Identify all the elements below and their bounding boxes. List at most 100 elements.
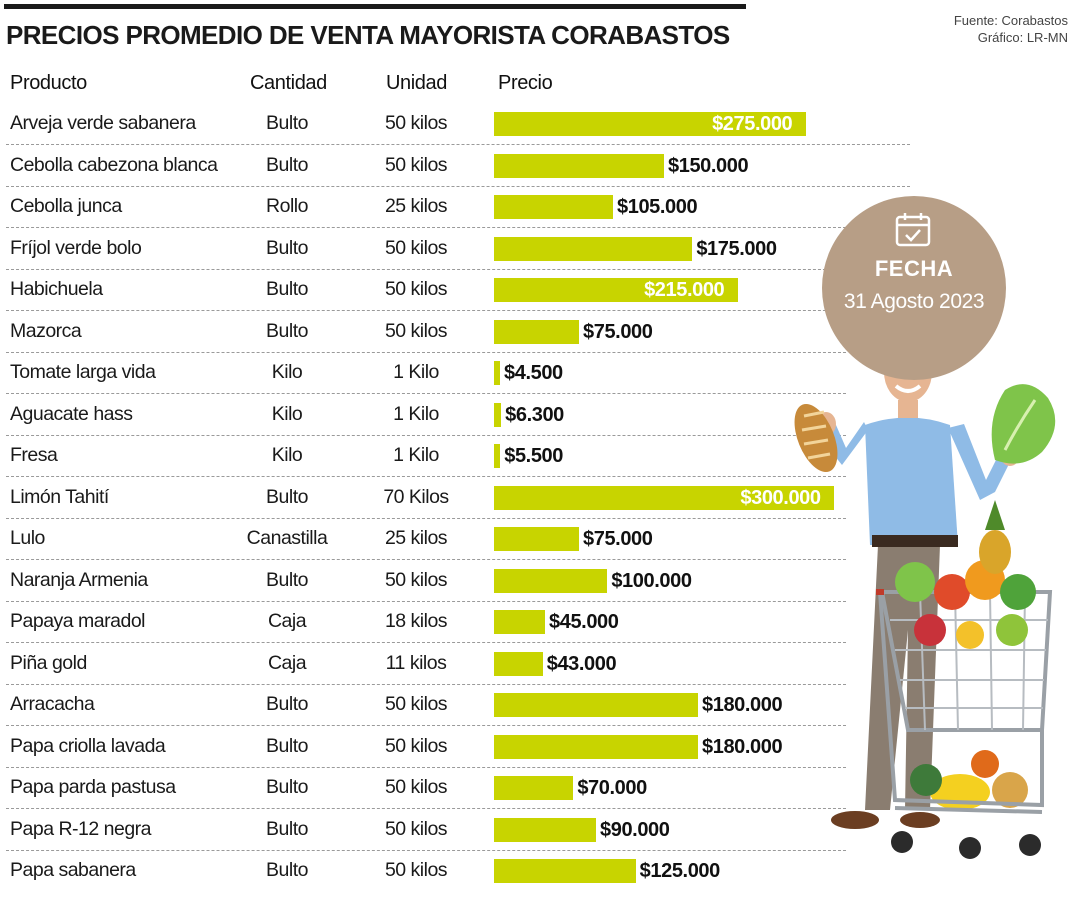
product-name: Mazorca <box>10 319 82 342</box>
product-unit: 50 kilos <box>384 693 448 715</box>
price-label: $4.500 <box>504 362 563 384</box>
product-unit: 70 Kilos <box>383 485 449 508</box>
row-divider <box>6 766 846 768</box>
table-row: Fríjol verde bolo Bulto 50 kilos $175.000 <box>0 229 1080 271</box>
price-bar <box>494 651 543 676</box>
row-divider <box>6 600 846 602</box>
product-unit: 50 kilos <box>384 278 448 300</box>
price-bar <box>494 485 834 510</box>
row-divider <box>6 310 846 311</box>
table-row: Habichuela Bulto 50 kilos $215.000 <box>0 270 1080 312</box>
product-unit: 50 kilos <box>384 776 448 798</box>
product-name: Aguacate hass <box>10 402 133 425</box>
price-bar <box>494 776 574 800</box>
price-bar <box>494 527 579 551</box>
price-bar <box>494 859 636 883</box>
product-quantity: Bulto <box>266 319 308 342</box>
product-name: Fríjol verde bolo <box>10 236 142 259</box>
table-row: Arveja verde sabanera Bulto 50 kilos $275.0… <box>0 104 1080 146</box>
product-quantity: Canastilla <box>246 527 328 549</box>
product-name: Habichuela <box>10 278 103 300</box>
product-name: Cebolla junca <box>10 195 122 217</box>
chart-title: PRECIOS PROMEDIO DE VENTA MAYORISTA CORA… <box>6 20 730 50</box>
price-label: $75.000 <box>583 320 653 343</box>
product-name: Lulo <box>10 527 45 549</box>
table-row: Papaya maradol Caja 18 kilos $45.000 <box>0 602 1080 644</box>
product-unit: 1 Kilo <box>393 444 439 466</box>
price-bar <box>494 361 500 385</box>
row-divider <box>6 268 846 270</box>
badge-label: FECHA <box>874 256 954 281</box>
column-header-producto: Producto <box>10 72 87 94</box>
row-divider <box>6 185 910 187</box>
product-quantity: Bulto <box>266 153 308 176</box>
calendar-check-icon <box>895 213 931 247</box>
row-divider <box>6 227 846 228</box>
product-quantity: Kilo <box>271 444 303 466</box>
product-unit: 11 kilos <box>385 651 447 674</box>
price-label: $70.000 <box>577 777 647 799</box>
product-unit: 50 kilos <box>384 319 448 342</box>
price-label: $150.000 <box>668 154 749 177</box>
table-row: Mazorca Bulto 50 kilos $75.000 <box>0 312 1080 354</box>
product-quantity: Bulto <box>266 734 308 757</box>
badge-date: 31 Agosto 2023 <box>843 290 985 313</box>
row-divider <box>6 683 846 685</box>
product-quantity: Kilo <box>271 361 303 383</box>
shopper-illustration <box>794 338 1056 859</box>
product-unit: 50 kilos <box>384 568 448 591</box>
price-label: $275.000 <box>712 113 793 135</box>
price-bar <box>494 319 579 344</box>
price-label: $100.000 <box>611 569 692 592</box>
product-name: Papa criolla lavada <box>10 734 166 757</box>
row-divider <box>6 808 846 809</box>
price-label: $90.000 <box>600 818 670 841</box>
row-divider <box>6 144 910 145</box>
price-label: $180.000 <box>702 694 783 716</box>
price-label: $180.000 <box>702 735 783 758</box>
product-unit: 1 Kilo <box>393 361 439 383</box>
price-bar <box>494 153 664 178</box>
product-unit: 50 kilos <box>384 859 448 881</box>
price-label: $5.500 <box>504 445 563 467</box>
price-label: $6.300 <box>505 403 564 426</box>
row-divider <box>6 351 846 353</box>
price-bar <box>494 817 596 842</box>
row-divider <box>6 476 846 477</box>
date-badge: FECHA 31 Agosto 2023 <box>822 196 1006 380</box>
table-row: Papa R-12 negra Bulto 50 kilos $90.000 <box>0 810 1080 852</box>
table-row: Tomate larga vida Kilo 1 Kilo $4.500 <box>0 353 1080 395</box>
product-unit: 18 kilos <box>384 610 448 632</box>
product-name: Papa sabanera <box>10 859 136 881</box>
product-name: Limón Tahití <box>10 485 109 508</box>
price-bar <box>494 112 806 136</box>
product-name: Arveja verde sabanera <box>10 112 196 134</box>
product-quantity: Bulto <box>266 278 308 300</box>
product-unit: 25 kilos <box>384 195 448 217</box>
column-header-unidad: Unidad <box>386 72 447 94</box>
table-row: Limón Tahití Bulto 70 Kilos $300.000 <box>0 478 1080 520</box>
price-bar <box>494 734 698 759</box>
table-row: Piña gold Caja 11 kilos $43.000 <box>0 644 1080 686</box>
table-row: Cebolla cabezona blanca Bulto 50 kilos $150… <box>0 146 1080 188</box>
price-bar <box>494 236 693 261</box>
price-label: $215.000 <box>644 279 725 301</box>
table-row: Aguacate hass Kilo 1 Kilo $6.300 <box>0 395 1080 437</box>
table-row: Papa parda pastusa Bulto 50 kilos $70.000 <box>0 768 1080 810</box>
price-label: $300.000 <box>740 486 821 509</box>
price-label: $45.000 <box>549 611 619 633</box>
row-divider <box>6 393 846 394</box>
price-bar <box>494 693 698 717</box>
product-name: Papa R-12 negra <box>10 817 152 840</box>
table-row: Cebolla junca Rollo 25 kilos $105.000 <box>0 187 1080 229</box>
top-rule <box>4 4 746 9</box>
product-name: Papaya maradol <box>10 610 146 632</box>
product-quantity: Bulto <box>266 112 308 134</box>
column-header-cantidad: Cantidad <box>250 72 327 94</box>
price-label: $43.000 <box>546 652 617 675</box>
table-row: Lulo Canastilla 25 kilos $75.000 <box>0 519 1080 561</box>
price-label: $105.000 <box>617 196 698 218</box>
table-row: Fresa Kilo 1 Kilo $5.500 <box>0 436 1080 478</box>
product-name: Tomate larga vida <box>10 361 156 383</box>
table-row: Papa criolla lavada Bulto 50 kilos $180.000 <box>0 727 1080 769</box>
